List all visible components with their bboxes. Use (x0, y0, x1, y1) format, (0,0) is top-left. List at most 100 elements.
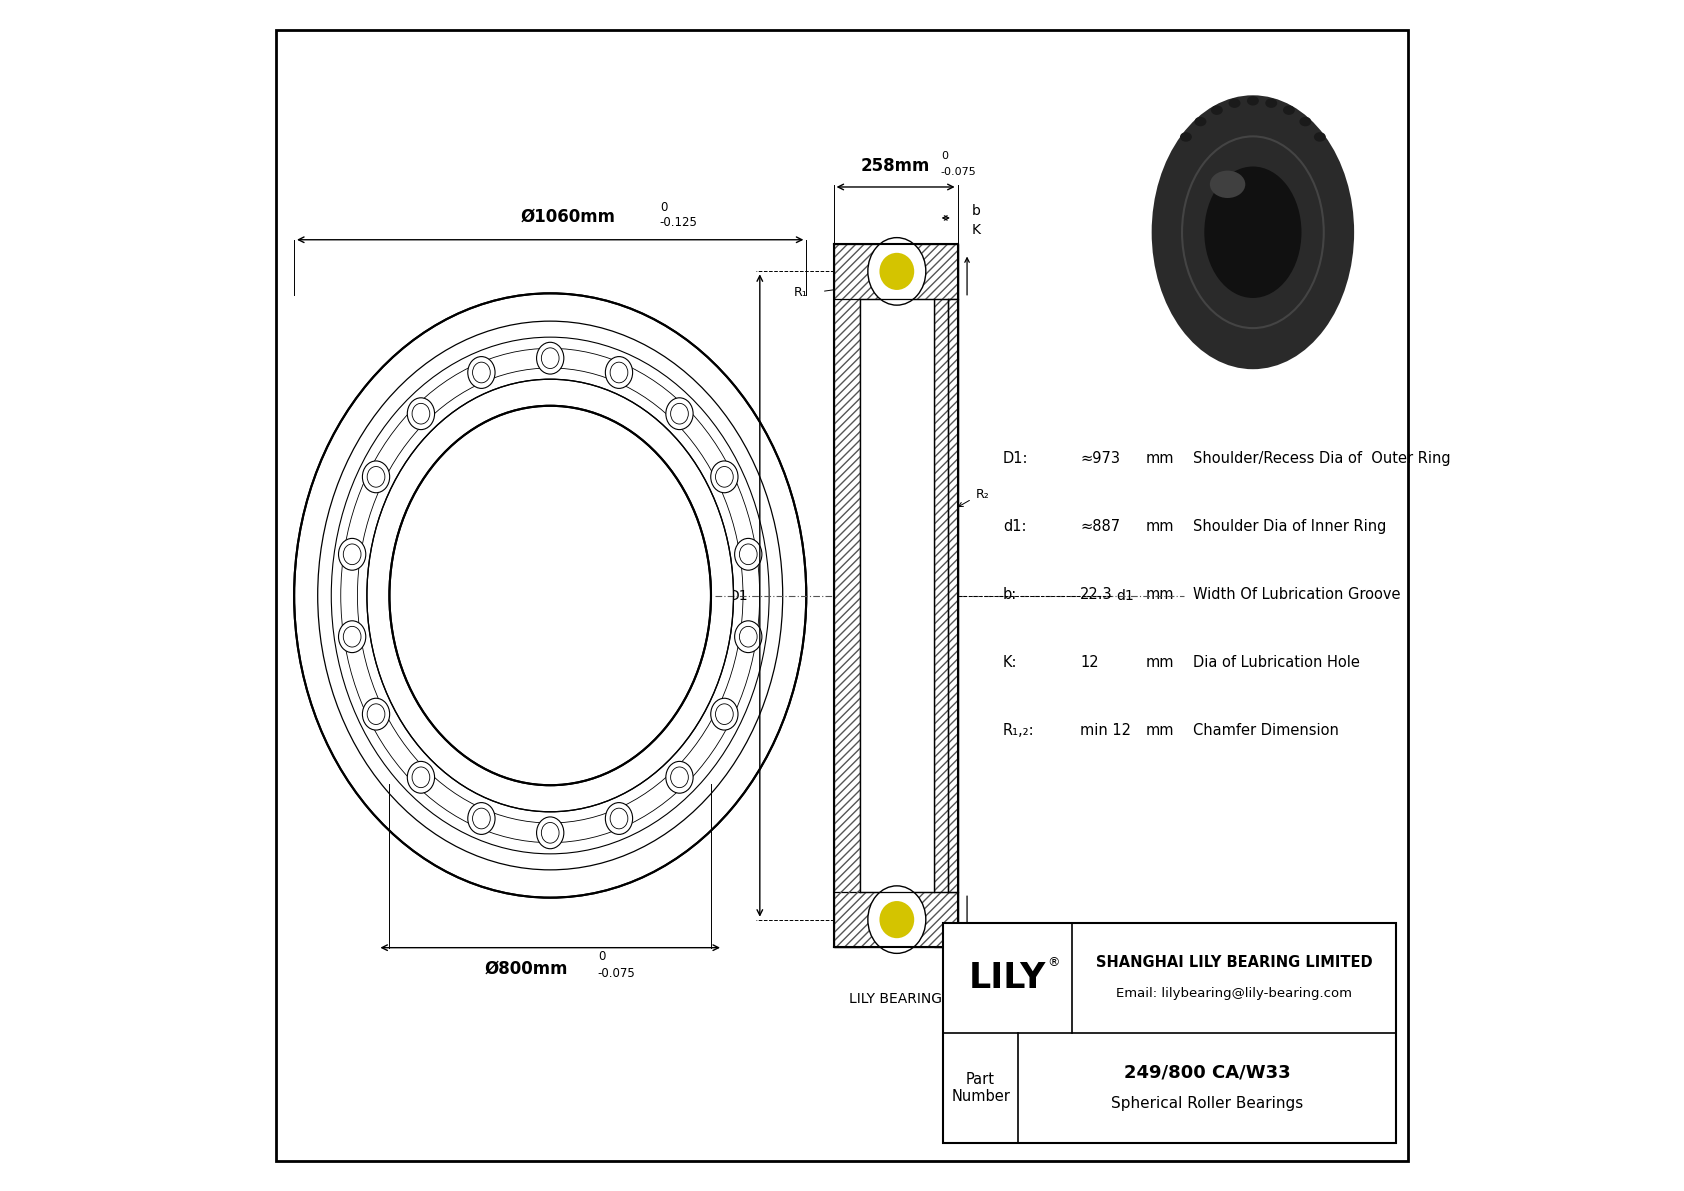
Text: K: K (972, 223, 980, 237)
Text: 0: 0 (660, 200, 667, 213)
Ellipse shape (879, 902, 914, 939)
Text: mm: mm (1145, 519, 1174, 534)
Ellipse shape (295, 293, 807, 898)
Text: SHANGHAI LILY BEARING LIMITED: SHANGHAI LILY BEARING LIMITED (1096, 955, 1372, 971)
Ellipse shape (734, 621, 761, 653)
Text: 258mm: 258mm (861, 157, 930, 175)
Ellipse shape (362, 698, 389, 730)
Bar (948, 299, 958, 892)
Text: K:: K: (1002, 655, 1017, 669)
Ellipse shape (1300, 117, 1312, 126)
Text: Spherical Roller Bearings: Spherical Roller Bearings (1111, 1096, 1303, 1111)
Ellipse shape (1265, 99, 1276, 108)
Ellipse shape (1204, 167, 1302, 298)
Ellipse shape (1211, 105, 1223, 114)
Ellipse shape (413, 767, 429, 787)
Text: 22.3: 22.3 (1079, 587, 1113, 601)
Bar (943, 923, 1396, 1143)
Text: d1: d1 (1116, 588, 1133, 603)
Ellipse shape (367, 704, 386, 724)
Ellipse shape (1209, 170, 1244, 198)
Text: LILY: LILY (968, 961, 1046, 996)
Ellipse shape (734, 538, 761, 570)
Text: Dia of Lubrication Hole: Dia of Lubrication Hole (1194, 655, 1361, 669)
Text: mm: mm (1145, 655, 1174, 669)
Text: b: b (972, 204, 980, 218)
Bar (834, 892, 958, 947)
Ellipse shape (610, 809, 628, 829)
Ellipse shape (665, 761, 694, 793)
Ellipse shape (338, 538, 365, 570)
Ellipse shape (413, 404, 429, 424)
Text: 0: 0 (941, 151, 948, 161)
Ellipse shape (1180, 132, 1192, 142)
Text: LILY BEARING: LILY BEARING (849, 992, 941, 1006)
Ellipse shape (473, 362, 490, 382)
Text: D1:: D1: (1002, 451, 1029, 466)
Ellipse shape (1194, 117, 1206, 126)
Ellipse shape (473, 809, 490, 829)
Ellipse shape (344, 544, 360, 565)
Bar (859, 299, 935, 892)
Text: min 12: min 12 (1079, 723, 1132, 737)
Ellipse shape (610, 362, 628, 382)
Ellipse shape (711, 461, 738, 493)
Ellipse shape (879, 252, 914, 289)
Text: Ø1060mm: Ø1060mm (520, 207, 616, 225)
Ellipse shape (389, 406, 711, 785)
Text: R₁: R₁ (793, 286, 807, 299)
Ellipse shape (338, 621, 365, 653)
Ellipse shape (362, 461, 389, 493)
Text: -0.075: -0.075 (941, 168, 977, 177)
Bar (834, 244, 958, 299)
Ellipse shape (408, 398, 434, 430)
Ellipse shape (665, 398, 694, 430)
Text: Shoulder/Recess Dia of  Outer Ring: Shoulder/Recess Dia of Outer Ring (1194, 451, 1452, 466)
Text: mm: mm (1145, 451, 1174, 466)
Ellipse shape (541, 823, 559, 843)
Text: b:: b: (1002, 587, 1017, 601)
Ellipse shape (367, 467, 386, 487)
Bar (834, 244, 859, 947)
Text: Ø800mm: Ø800mm (485, 960, 568, 978)
Ellipse shape (1283, 105, 1295, 114)
Ellipse shape (344, 626, 360, 647)
Ellipse shape (1152, 95, 1354, 369)
Bar (935, 244, 958, 947)
Ellipse shape (367, 379, 734, 812)
Ellipse shape (711, 698, 738, 730)
Ellipse shape (468, 356, 495, 388)
Ellipse shape (670, 404, 689, 424)
Text: mm: mm (1145, 587, 1174, 601)
Ellipse shape (408, 761, 434, 793)
Ellipse shape (537, 817, 564, 849)
Ellipse shape (670, 767, 689, 787)
Text: Width Of Lubrication Groove: Width Of Lubrication Groove (1194, 587, 1401, 601)
Ellipse shape (739, 626, 758, 647)
Ellipse shape (867, 886, 926, 953)
Text: 249/800 CA/W33: 249/800 CA/W33 (1123, 1064, 1290, 1081)
Ellipse shape (716, 704, 733, 724)
Text: Part
Number: Part Number (951, 1072, 1010, 1104)
Ellipse shape (468, 803, 495, 835)
Ellipse shape (1229, 99, 1241, 108)
Ellipse shape (605, 356, 633, 388)
Text: R₁,₂:: R₁,₂: (1002, 723, 1034, 737)
Text: 12: 12 (1079, 655, 1100, 669)
Bar (834, 892, 958, 947)
Bar (834, 244, 958, 299)
Text: ≈973: ≈973 (1079, 451, 1120, 466)
Ellipse shape (1246, 96, 1260, 106)
Ellipse shape (1314, 132, 1325, 142)
Text: Shoulder Dia of Inner Ring: Shoulder Dia of Inner Ring (1194, 519, 1386, 534)
Ellipse shape (537, 342, 564, 374)
Bar (948, 299, 958, 892)
Ellipse shape (605, 803, 633, 835)
Ellipse shape (716, 467, 733, 487)
Ellipse shape (541, 348, 559, 368)
Text: Email: lilybearing@lily-bearing.com: Email: lilybearing@lily-bearing.com (1116, 987, 1352, 1000)
Text: Chamfer Dimension: Chamfer Dimension (1194, 723, 1339, 737)
Ellipse shape (739, 544, 758, 565)
Text: mm: mm (1145, 723, 1174, 737)
Text: 0: 0 (598, 950, 605, 964)
